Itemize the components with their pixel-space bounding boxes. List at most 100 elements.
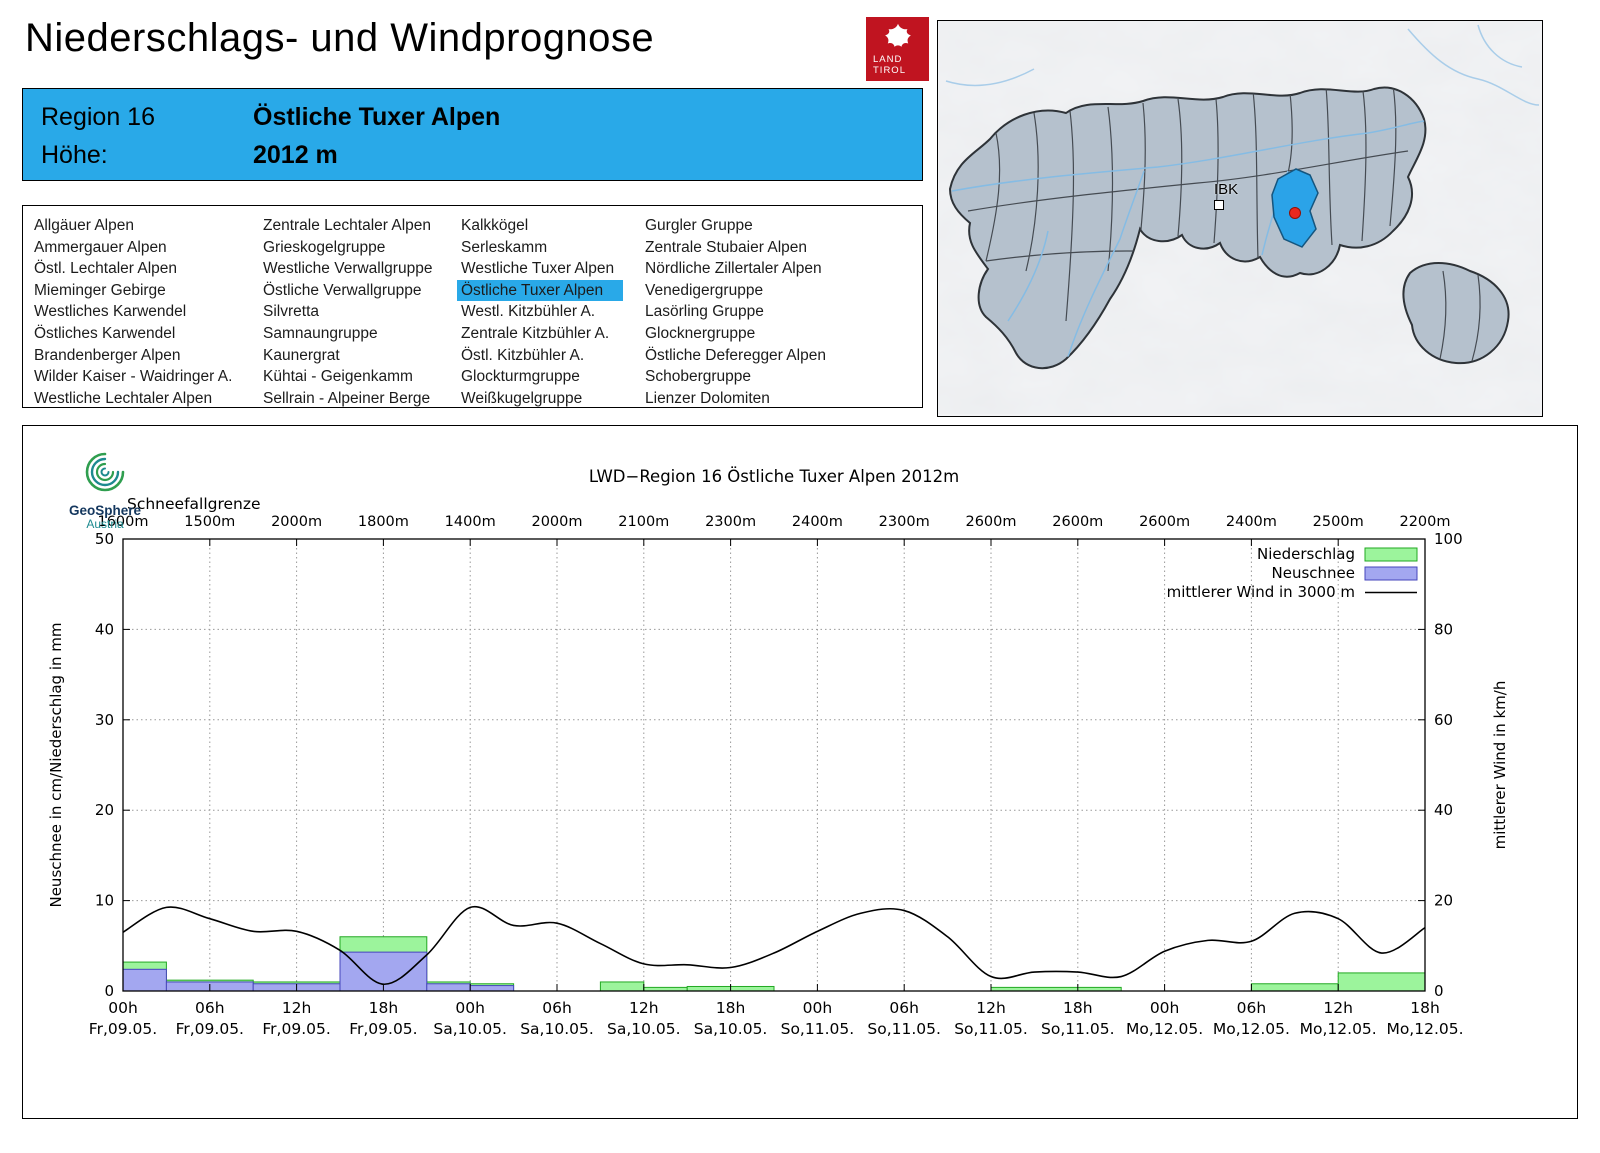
x-tick-hour: 18h — [716, 999, 746, 1017]
y-left-axis-label: Neuschnee in cm/Niederschlag in mm — [47, 622, 65, 907]
wind-line — [122, 905, 1426, 986]
region-list-row: Zentrale Lechtaler Alpen — [263, 215, 432, 237]
region-list-row: Serleskamm — [461, 237, 623, 259]
region-item[interactable]: Zentrale Stubaier Alpen — [645, 238, 807, 256]
snowline-value: 2000m — [531, 514, 582, 530]
region-item[interactable]: Westl. Kitzbühler A. — [461, 303, 596, 321]
snowline-value: 1800m — [358, 514, 409, 530]
region-list-row: Mieminger Gebirge — [34, 280, 232, 302]
east-tirol-region[interactable] — [1402, 262, 1510, 365]
snowline-label: Schneefallgrenze — [127, 495, 261, 513]
region-list-row: Weißkugelgruppe — [461, 388, 623, 410]
legend-label: mittlerer Wind in 3000 m — [1167, 583, 1355, 601]
region-item[interactable]: Kalkkögel — [461, 217, 529, 234]
tirol-map[interactable]: IBK — [937, 20, 1543, 417]
region-list-row: Westliches Karwendel — [34, 301, 232, 323]
snowline-value: 1400m — [445, 514, 496, 530]
x-tick-date: Sa,10.05. — [694, 1020, 768, 1038]
region-item[interactable]: Sellrain - Alpeiner Berge — [263, 389, 431, 407]
y-right-tick-label: 0 — [1434, 982, 1444, 1000]
region-item[interactable]: Silvretta — [263, 303, 319, 321]
region-item[interactable]: Serleskamm — [461, 238, 548, 256]
region-item[interactable]: Lasörling Gruppe — [645, 303, 764, 321]
region-list-row: Venedigergruppe — [645, 280, 826, 302]
region-item-selected[interactable]: Östliche Tuxer Alpen — [457, 279, 624, 302]
region-item[interactable]: Westliche Tuxer Alpen — [461, 260, 615, 278]
region-item[interactable]: Östl. Kitzbühler A. — [461, 346, 585, 364]
x-tick-hour: 06h — [889, 999, 919, 1017]
region-item[interactable]: Östliches Karwendel — [34, 324, 176, 342]
land-tirol-line1: LAND — [873, 54, 903, 65]
region-item[interactable]: Grieskogelgruppe — [263, 238, 386, 256]
region-item[interactable]: Kühtai - Geigenkamm — [263, 368, 413, 386]
x-tick-hour: 00h — [108, 999, 138, 1017]
region-list-row: Westliche Tuxer Alpen — [461, 258, 623, 280]
region-item[interactable]: Schobergruppe — [645, 368, 751, 386]
x-tick-date: So,11.05. — [954, 1020, 1028, 1038]
region-list-row: Westl. Kitzbühler A. — [461, 301, 623, 323]
region-item[interactable]: Lienzer Dolomiten — [645, 389, 770, 407]
region-item[interactable]: Westliche Lechtaler Alpen — [34, 389, 213, 407]
map-city-marker — [1214, 200, 1224, 210]
map-city-label: IBK — [1214, 181, 1239, 198]
region-list-row: Gurgler Gruppe — [645, 215, 826, 237]
x-tick-hour: 12h — [629, 999, 659, 1017]
geosphere-logo: GeoSphere Austria — [53, 446, 157, 531]
x-tick-hour: 06h — [542, 999, 572, 1017]
tirol-eagle-icon — [884, 23, 911, 47]
region-list-row: Zentrale Stubaier Alpen — [645, 237, 826, 259]
region-item[interactable]: Westliches Karwendel — [34, 303, 187, 321]
region-item[interactable]: Weißkugelgruppe — [461, 389, 583, 407]
x-tick-hour: 06h — [195, 999, 225, 1017]
plot-border — [122, 538, 1426, 992]
x-tick-date: Fr,09.05. — [176, 1020, 244, 1038]
snowline-value: 2300m — [879, 514, 930, 530]
region-list-row: Östliches Karwendel — [34, 323, 232, 345]
x-tick-hour: 00h — [803, 999, 833, 1017]
north-tirol-region[interactable] — [948, 86, 1427, 370]
region-item[interactable]: Östliche Verwallgruppe — [263, 281, 422, 299]
snowline-value: 2300m — [705, 514, 756, 530]
region-item[interactable]: Nördliche Zillertaler Alpen — [645, 260, 822, 278]
region-item[interactable]: Östl. Lechtaler Alpen — [34, 260, 178, 278]
region-item[interactable]: Zentrale Lechtaler Alpen — [263, 217, 432, 234]
region-item[interactable]: Kaunergrat — [263, 346, 340, 364]
region-info-box: Region 16 Östliche Tuxer Alpen Höhe: 201… — [22, 88, 923, 181]
x-tick-hour: 00h — [1150, 999, 1180, 1017]
niederschlag-bars — [122, 936, 1426, 992]
region-item[interactable]: Glockturmgruppe — [461, 368, 580, 386]
y-left-tick-label: 30 — [95, 711, 114, 729]
tirol-map-svg[interactable] — [938, 21, 1540, 414]
region-list-column: Gurgler Gruppe Zentrale Stubaier Alpen Nör… — [645, 215, 826, 409]
region-item[interactable]: Östliche Deferegger Alpen — [645, 346, 826, 364]
region-item[interactable]: Brandenberger Alpen — [34, 346, 181, 364]
selected-region-dot — [1289, 207, 1301, 219]
x-tick-date: Fr,09.05. — [349, 1020, 417, 1038]
region-name: Östliche Tuxer Alpen — [253, 102, 501, 131]
region-item[interactable]: Zentrale Kitzbühler A. — [461, 324, 610, 342]
region-item[interactable]: Venedigergruppe — [645, 281, 764, 299]
x-tick-date: Sa,10.05. — [433, 1020, 507, 1038]
grid-lines — [123, 539, 1425, 991]
chart-title: LWD−Region 16 Östliche Tuxer Alpen 2012m — [589, 467, 959, 486]
region-item[interactable]: Westliche Verwallgruppe — [263, 260, 433, 278]
region-item[interactable]: Glocknergruppe — [645, 324, 756, 342]
snowline-value: 2600m — [1139, 514, 1190, 530]
region-list-row: Nördliche Zillertaler Alpen — [645, 258, 826, 280]
region-item[interactable]: Allgäuer Alpen — [34, 217, 134, 234]
region-item[interactable]: Gurgler Gruppe — [645, 217, 753, 234]
region-item[interactable]: Mieminger Gebirge — [34, 281, 166, 299]
region-list-row: Kaunergrat — [263, 345, 432, 367]
land-tirol-wordmark: LAND TIROL — [873, 54, 906, 76]
region-list-row: Silvretta — [263, 301, 432, 323]
region-item[interactable]: Ammergauer Alpen — [34, 238, 167, 256]
region-item[interactable]: Wilder Kaiser - Waidringer A. — [34, 368, 233, 386]
region-list-row: Wilder Kaiser - Waidringer A. — [34, 366, 232, 388]
x-tick-date: Sa,10.05. — [607, 1020, 681, 1038]
land-tirol-logo: LAND TIROL — [866, 17, 929, 81]
snowline-value: 2400m — [1226, 514, 1277, 530]
region-list-row: Lienzer Dolomiten — [645, 388, 826, 410]
region-item[interactable]: Samnaungruppe — [263, 324, 378, 342]
x-tick-date: Fr,09.05. — [262, 1020, 330, 1038]
x-tick-date: So,11.05. — [1041, 1020, 1115, 1038]
